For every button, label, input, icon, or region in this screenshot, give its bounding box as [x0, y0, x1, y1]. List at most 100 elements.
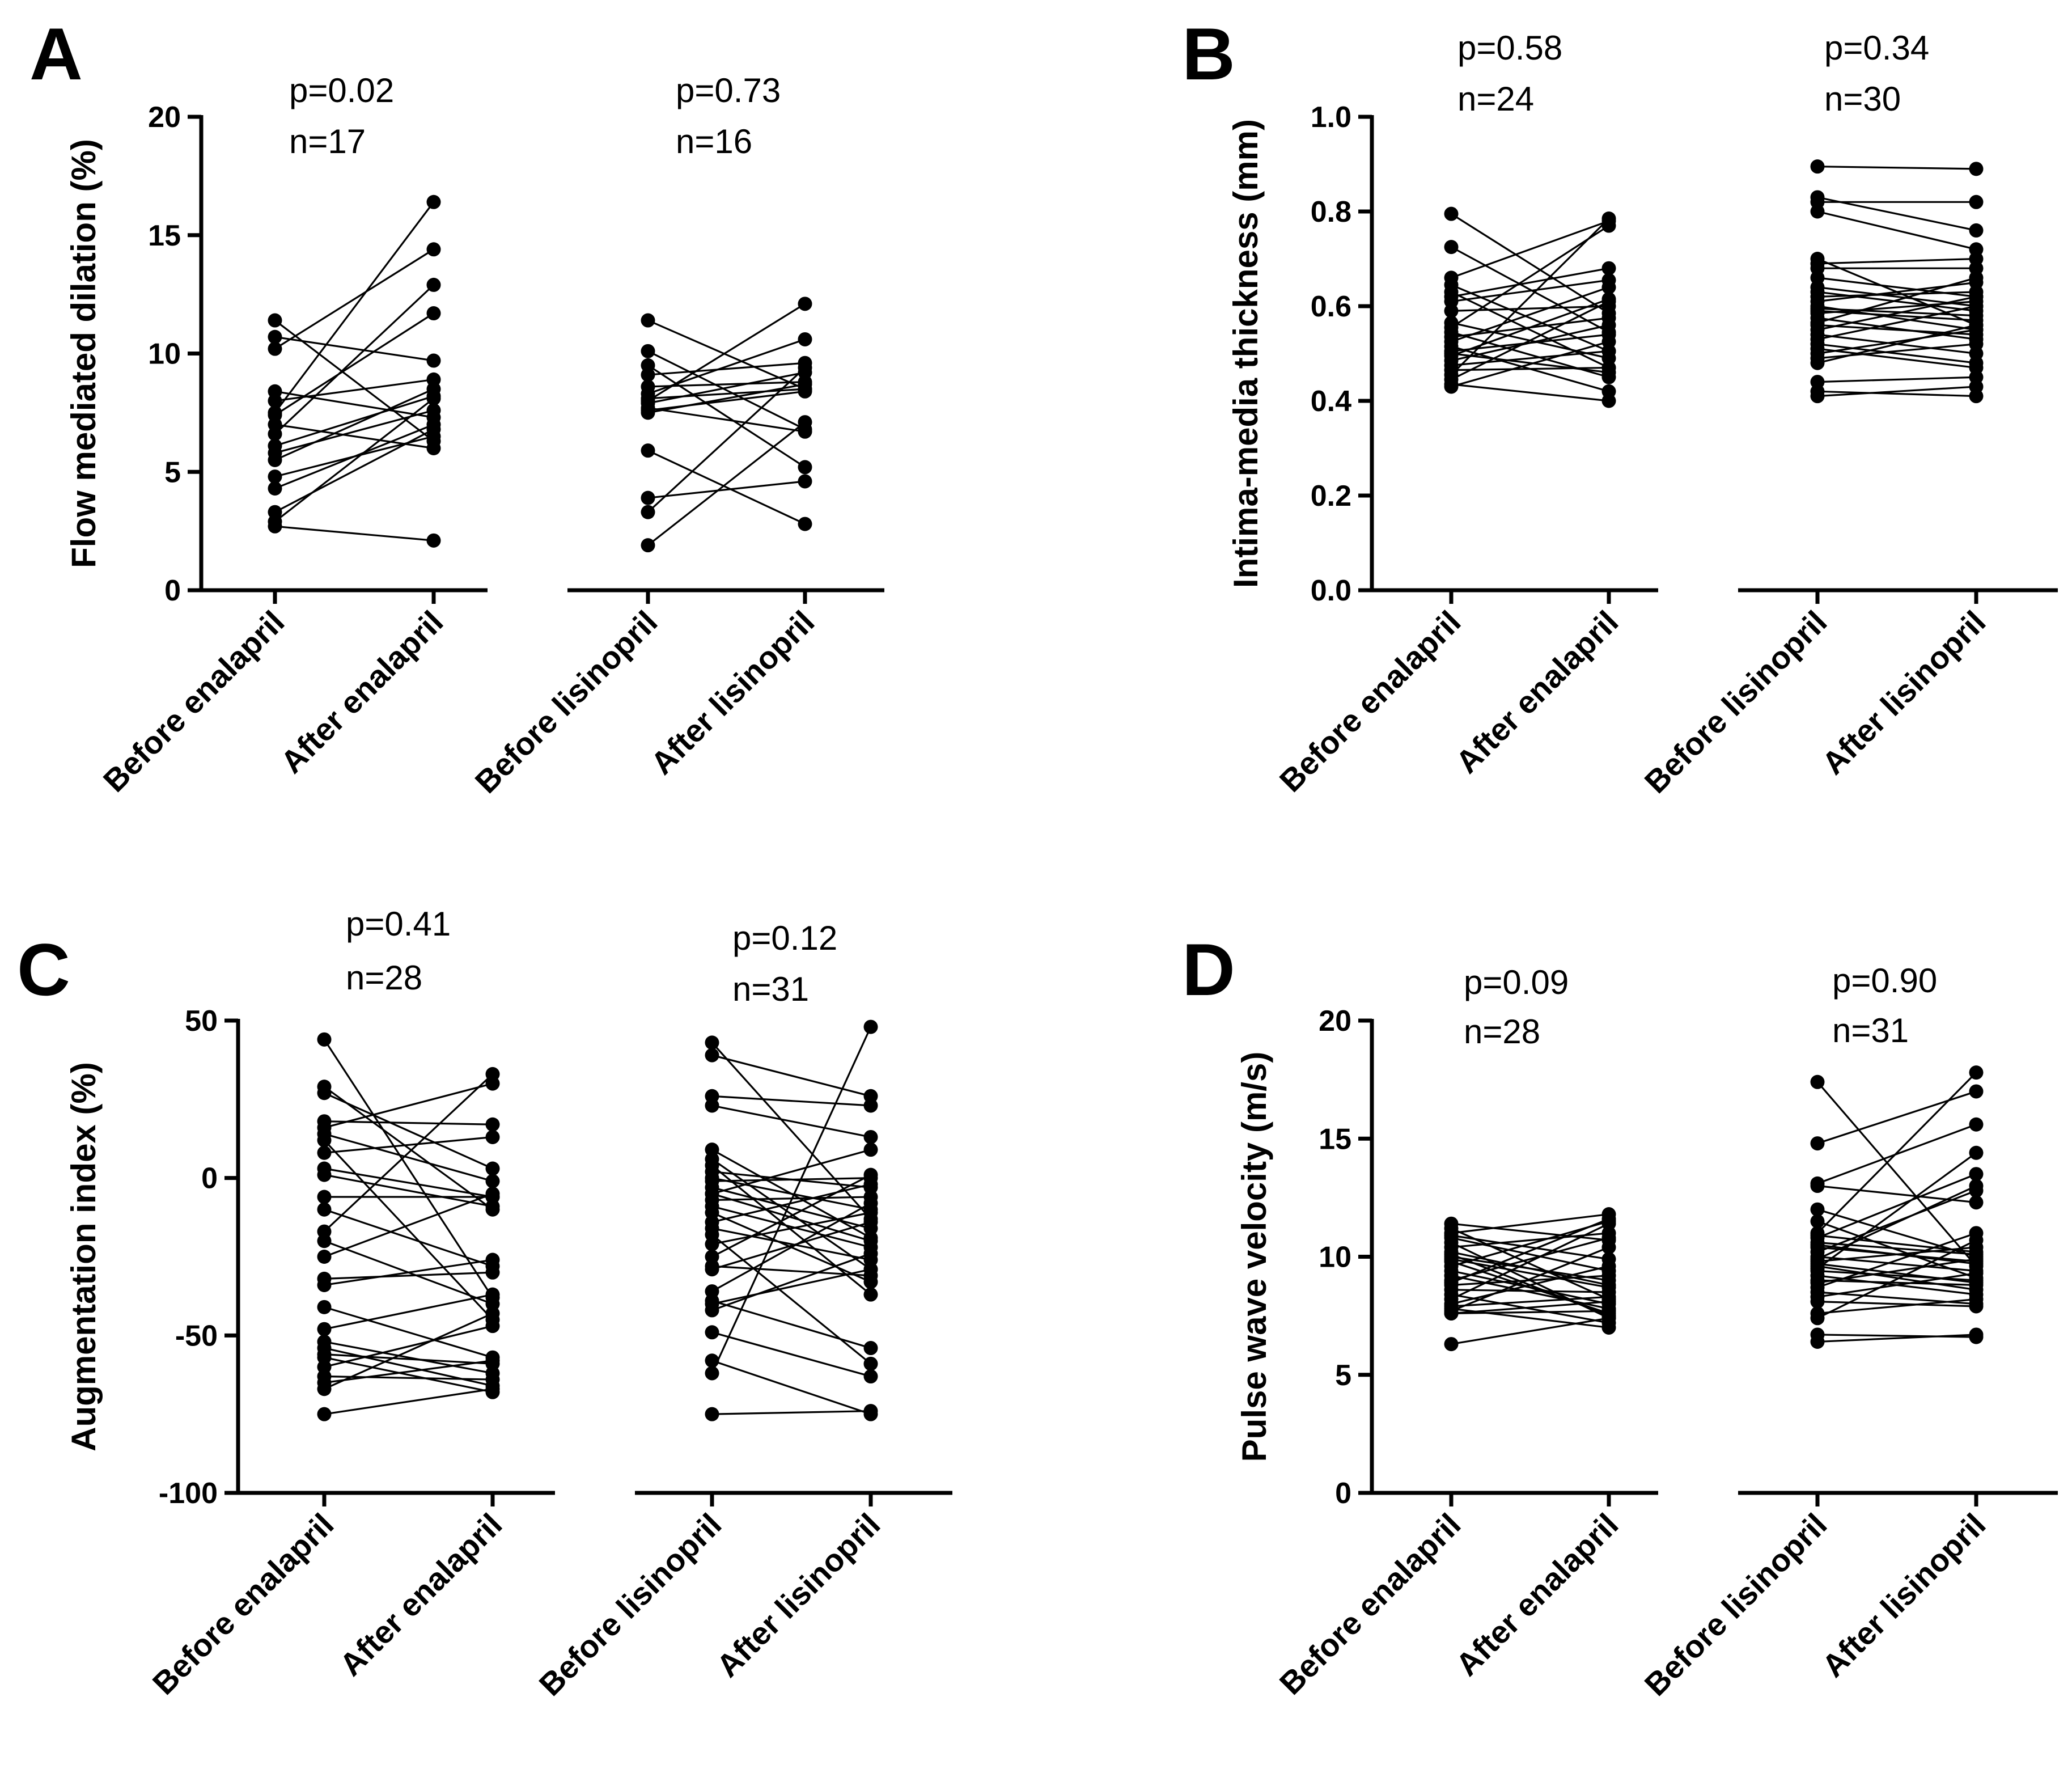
paired-line — [711, 1331, 871, 1378]
data-point-before — [268, 469, 282, 484]
x-category-label: After lisinopril — [710, 1506, 887, 1684]
paired-line — [1817, 1232, 1977, 1289]
paired-line — [324, 1086, 493, 1211]
data-point-before — [705, 1228, 719, 1242]
data-point-after — [1969, 318, 1984, 332]
data-point-before — [317, 1277, 332, 1292]
data-point-after — [485, 1129, 500, 1144]
data-point-before — [317, 1190, 332, 1204]
paired-line — [1451, 1237, 1609, 1272]
data-point-after — [798, 474, 812, 489]
paired-line — [1817, 1185, 1977, 1260]
series-enalapril — [268, 194, 441, 548]
data-point-after — [1601, 294, 1616, 309]
x-category-label: After enalapril — [1449, 1506, 1625, 1683]
paired-line — [274, 395, 434, 447]
data-point-before — [268, 341, 282, 356]
data-point-before — [1444, 206, 1459, 221]
y-tick-label: 0.8 — [1311, 196, 1351, 228]
paired-line — [324, 1306, 493, 1359]
data-point-after — [1969, 1327, 1984, 1342]
p-value-label: p=0.34 — [1824, 29, 1929, 67]
paired-line — [324, 1092, 493, 1170]
paired-line — [1451, 1275, 1609, 1286]
data-point-before — [1810, 1179, 1825, 1194]
paired-line — [323, 1139, 494, 1321]
data-point-after — [1601, 318, 1616, 332]
sample-size-label: n=24 — [1457, 80, 1534, 118]
paired-line — [1817, 1272, 1977, 1298]
x-category-label: After enalapril — [274, 604, 450, 780]
data-point-after — [1969, 1084, 1984, 1099]
paired-line — [274, 409, 434, 454]
data-point-after — [1969, 1256, 1984, 1271]
data-point-before — [705, 1366, 719, 1381]
paired-line — [647, 407, 806, 433]
data-point-before — [705, 1035, 719, 1050]
y-tick-label: 50 — [185, 1005, 218, 1038]
paired-line — [1817, 1265, 1977, 1291]
paired-line — [711, 1234, 872, 1365]
data-point-after — [426, 306, 441, 321]
paired-line — [1451, 279, 1609, 303]
data-point-before — [268, 426, 282, 441]
data-point-after — [485, 1306, 500, 1321]
data-point-after — [863, 1142, 878, 1157]
paired-line — [323, 1073, 494, 1233]
data-point-after — [863, 1202, 878, 1217]
paired-line — [1817, 324, 1977, 364]
paired-line — [1817, 390, 1977, 397]
paired-line — [324, 1356, 493, 1393]
data-point-before — [268, 393, 282, 408]
paired-line — [274, 378, 434, 402]
paired-line — [1451, 1293, 1609, 1324]
paired-line — [1450, 218, 1610, 376]
paired-line — [1451, 1218, 1609, 1284]
data-point-before — [1810, 1334, 1825, 1349]
data-point-before — [317, 1234, 332, 1249]
paired-line — [711, 1095, 871, 1107]
y-tick-label: 0.0 — [1311, 574, 1351, 607]
y-tick-label: 1.0 — [1311, 101, 1351, 134]
paired-line — [1451, 286, 1609, 343]
data-point-before — [1810, 1202, 1825, 1217]
data-point-before — [1444, 379, 1459, 394]
data-point-after — [1601, 1240, 1616, 1255]
paired-line — [647, 381, 806, 388]
paired-line — [1451, 298, 1609, 357]
paired-line — [1451, 324, 1609, 362]
paired-line — [274, 390, 434, 418]
data-point-before — [1444, 1306, 1459, 1321]
data-point-after — [863, 1246, 878, 1261]
data-point-after — [863, 1369, 878, 1384]
paired-line — [1451, 1253, 1609, 1317]
data-point-before — [268, 481, 282, 496]
paired-line — [711, 1265, 871, 1277]
data-point-after — [863, 1214, 878, 1229]
panel-letter: C — [17, 928, 70, 1011]
data-point-before — [317, 1250, 332, 1264]
paired-line — [1451, 1301, 1609, 1315]
paired-line — [1817, 301, 1977, 315]
y-axis-title: Pulse wave velocity (m/s) — [1235, 1052, 1273, 1462]
data-point-after — [1969, 1245, 1984, 1259]
y-tick-label: 10 — [1319, 1241, 1351, 1274]
data-point-after — [1969, 162, 1984, 176]
paired-line — [324, 1340, 493, 1374]
data-point-after — [863, 1404, 878, 1419]
paired-line — [711, 1221, 871, 1271]
data-point-before — [641, 443, 655, 458]
data-point-before — [317, 1300, 332, 1314]
data-point-before — [1810, 1136, 1825, 1151]
paired-line — [1817, 1234, 1977, 1253]
paired-line — [274, 336, 434, 362]
data-point-after — [1969, 379, 1984, 394]
data-point-before — [1444, 303, 1459, 318]
data-point-before — [1810, 159, 1825, 174]
paired-line — [1817, 310, 1977, 321]
data-point-before — [705, 1186, 719, 1201]
data-point-after — [798, 332, 812, 346]
paired-line — [274, 424, 434, 489]
paired-line — [1451, 1237, 1609, 1281]
